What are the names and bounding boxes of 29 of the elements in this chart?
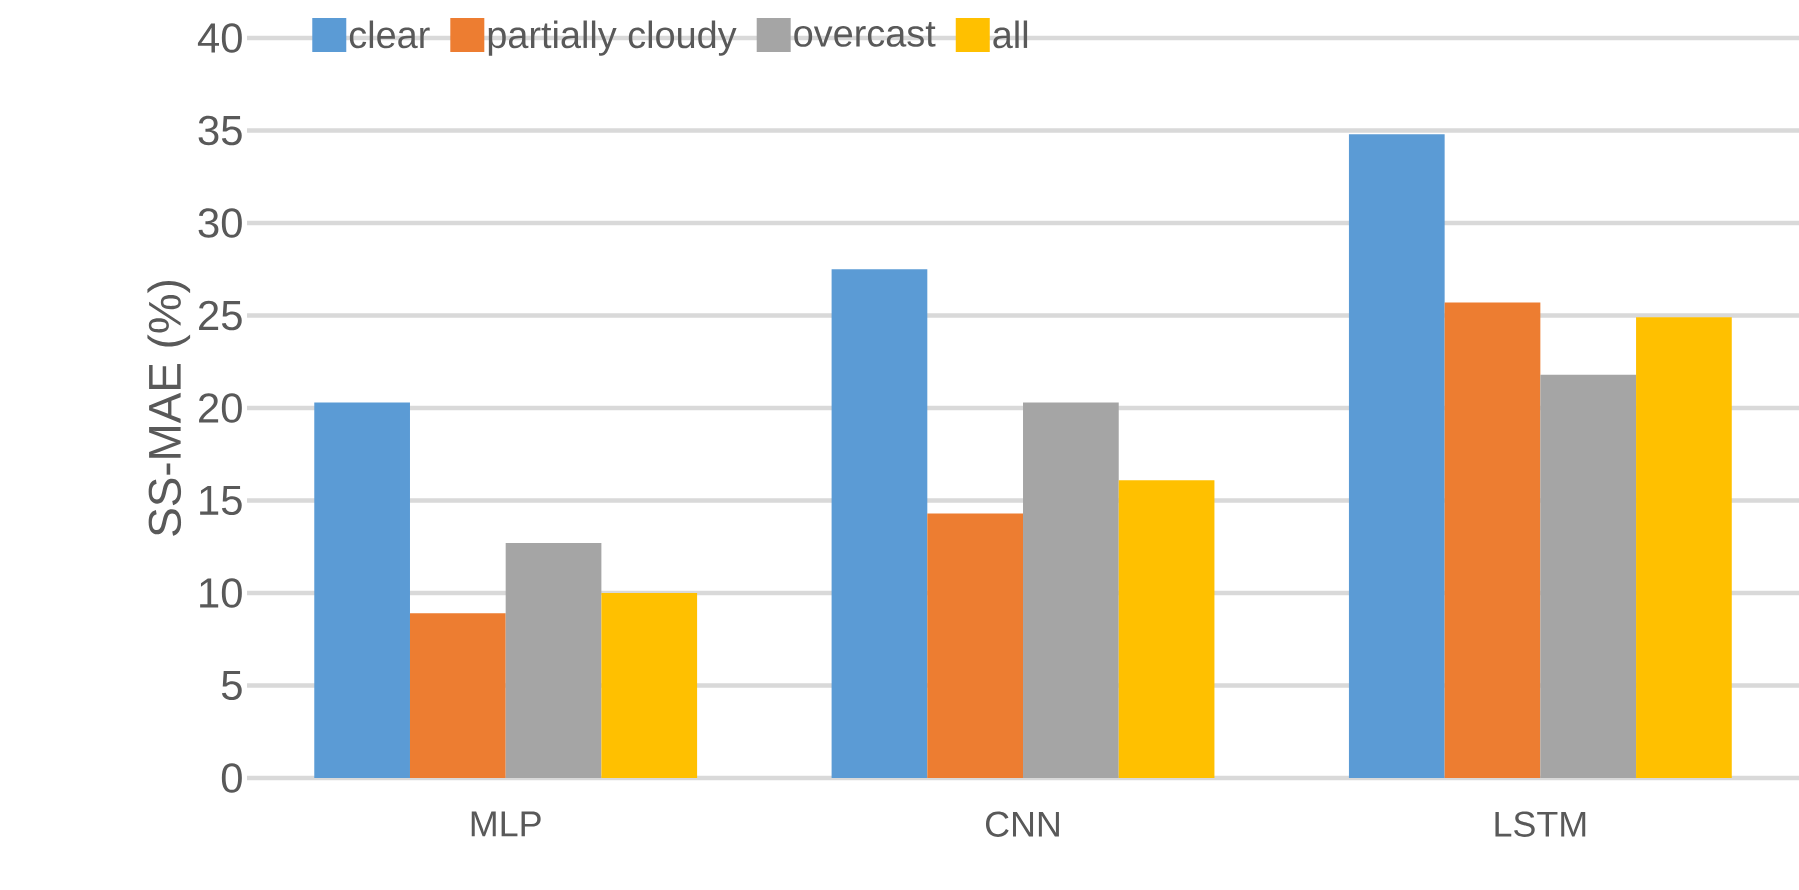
bar	[505, 543, 602, 778]
y-tick-label: 5	[221, 670, 242, 701]
y-tick-label: 20	[199, 393, 242, 423]
bar	[831, 269, 928, 778]
y-tick-label: 35	[198, 115, 242, 146]
y-tick-label: 25	[199, 300, 242, 331]
legend-label: clear	[349, 20, 430, 49]
y-tick-label: 0	[221, 763, 242, 793]
bar	[409, 613, 506, 778]
legend-label: partially cloudy	[488, 20, 737, 56]
bar	[1118, 480, 1215, 778]
bar	[1348, 134, 1445, 778]
x-tick-label: CNN	[986, 811, 1059, 837]
y-tick-label: 10	[200, 578, 242, 608]
y-tick-label: 15	[200, 485, 242, 516]
legend-label: overcast	[794, 22, 936, 47]
bar	[1444, 302, 1541, 778]
legend-label: all	[993, 20, 1028, 49]
x-tick-label: LSTM	[1495, 811, 1586, 837]
bar	[314, 402, 410, 778]
bar	[1540, 374, 1637, 778]
bar	[1636, 317, 1732, 778]
y-tick-label: 30	[198, 208, 242, 238]
y-axis-title: SS-MAE (%)	[147, 281, 191, 536]
x-tick-label: MLP	[471, 811, 541, 837]
bar	[601, 592, 698, 778]
bar	[927, 513, 1024, 778]
y-tick-label: 40	[197, 23, 242, 53]
bar	[1023, 402, 1119, 778]
